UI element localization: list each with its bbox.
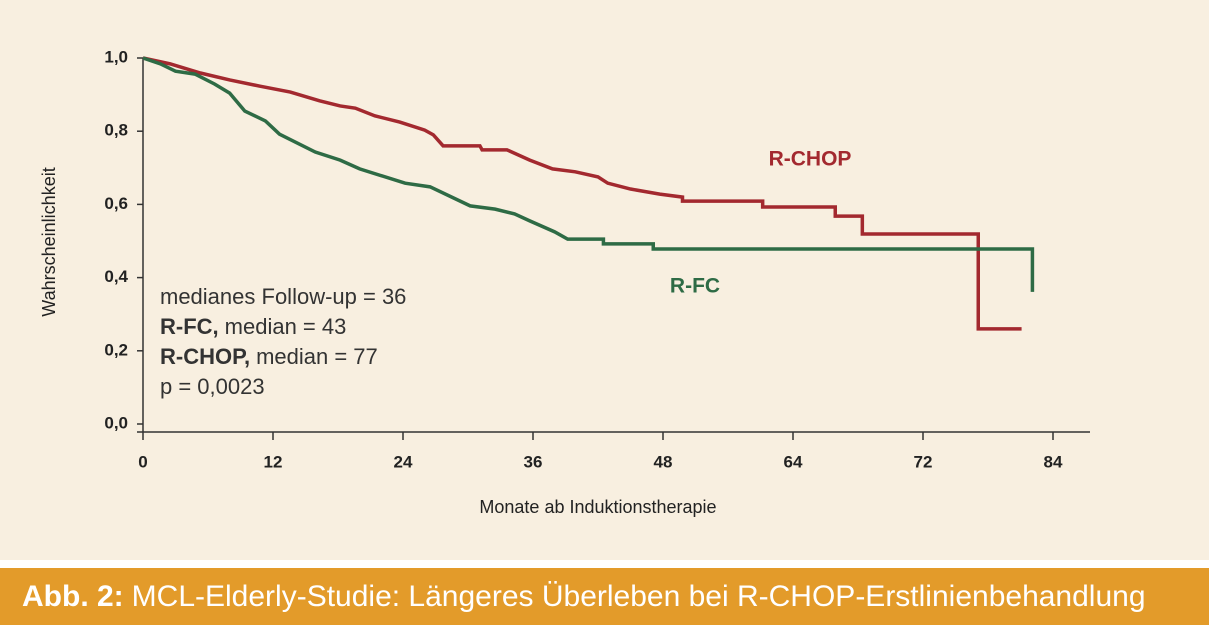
series-label: R-CHOP xyxy=(769,148,852,171)
stat-line: R-FC, median = 43 xyxy=(160,314,346,339)
y-tick-label: 0,0 xyxy=(104,413,128,432)
x-tick-label: 64 xyxy=(784,452,803,471)
survival-curve xyxy=(142,56,1022,331)
survival-curve xyxy=(142,56,1035,292)
x-tick-label: 72 xyxy=(914,452,933,471)
x-tick-label: 0 xyxy=(138,452,147,471)
series-label: R-FC xyxy=(670,275,720,298)
stat-bold: R-FC, xyxy=(160,314,219,339)
chart-background xyxy=(0,0,1209,560)
x-tick-label: 48 xyxy=(654,452,673,471)
stat-line: R-CHOP, median = 77 xyxy=(160,344,378,369)
stat-line: p = 0,0023 xyxy=(160,374,265,399)
y-tick-label: 1,0 xyxy=(104,47,128,66)
y-tick-label: 0,2 xyxy=(104,340,128,359)
stat-line: medianes Follow-up = 36 xyxy=(160,284,406,309)
caption-label: Abb. 2: xyxy=(22,580,124,613)
caption-bar xyxy=(0,568,1209,625)
y-axis-label: Wahrscheinlichkeit xyxy=(39,167,59,316)
x-tick-label: 24 xyxy=(394,452,413,471)
stat-text: p = 0,0023 xyxy=(160,374,265,399)
stat-text: median = 77 xyxy=(256,344,378,369)
stat-bold: R-CHOP, xyxy=(160,344,250,369)
stat-text: median = 43 xyxy=(225,314,347,339)
x-tick-label: 84 xyxy=(1044,452,1063,471)
caption: Abb. 2: MCL-Elderly-Studie: Längeres Über… xyxy=(22,580,1146,613)
x-tick-label: 36 xyxy=(524,452,543,471)
y-tick-label: 0,6 xyxy=(104,194,128,213)
x-tick-label: 12 xyxy=(264,452,283,471)
caption-text: MCL-Elderly-Studie: Längeres Überleben b… xyxy=(132,580,1146,613)
y-tick-label: 0,8 xyxy=(104,121,128,140)
x-axis-label: Monate ab Induktionstherapie xyxy=(479,497,716,517)
stat-text: medianes Follow-up = 36 xyxy=(160,284,406,309)
y-tick-label: 0,4 xyxy=(104,267,128,286)
